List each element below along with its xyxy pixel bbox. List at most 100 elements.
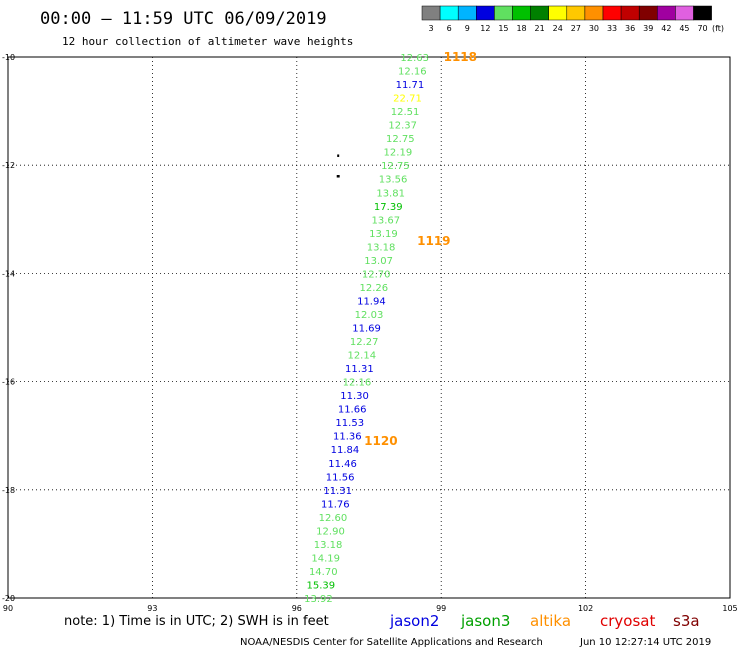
wave-height-value: 11.76: [321, 499, 350, 510]
wave-height-labels: 12.63 12.16 11.71 22.71 12.51 12.37 12.75 12.19…: [304, 53, 429, 605]
wave-height-value: 11.53: [335, 418, 364, 429]
scale-label-33: 33: [607, 24, 617, 33]
wave-height-value: 13.18: [367, 242, 396, 253]
wave-height-value: 12.27: [350, 337, 379, 348]
scale-label-24: 24: [553, 24, 563, 33]
y-tick-label--12: -12: [2, 161, 15, 170]
footer-note: note: 1) Time is in UTC; 2) SWH is in fe…: [64, 614, 329, 629]
wave-height-value: 17.39: [374, 202, 403, 213]
scale-swatch-27: [566, 5, 586, 21]
wave-height-value: 13.81: [376, 188, 405, 199]
scale-label-15: 15: [498, 24, 508, 33]
scale-label-9: 9: [465, 24, 470, 33]
time-label-1120: 1120: [364, 434, 397, 448]
y-tick-label--10: -10: [2, 53, 15, 62]
satellite-legend-s3a: s3a: [673, 612, 700, 630]
plot-frame: [7, 56, 731, 599]
wave-height-value: 11.46: [328, 459, 357, 470]
x-tick-label-105: 105: [722, 604, 737, 613]
scale-label-12: 12: [480, 24, 490, 33]
scale-label-27: 27: [571, 24, 581, 33]
x-axis-ticks: 90 93 96 99 102 105: [3, 604, 738, 613]
wave-height-value: 13.67: [372, 215, 401, 226]
time-label-1119: 1119: [417, 234, 450, 248]
grid-lines: [8, 57, 730, 598]
coast-mark: [337, 175, 340, 178]
wave-height-value: 11.30: [340, 391, 369, 402]
scale-label-39: 39: [643, 24, 653, 33]
footer-credit: NOAA/NESDIS Center for Satellite Applica…: [240, 637, 543, 648]
wave-height-value: 22.71: [393, 94, 422, 105]
wave-height-value: 11.31: [323, 486, 352, 497]
scale-swatch-18: [512, 5, 531, 21]
wave-height-value: 12.90: [316, 526, 345, 537]
scale-swatch-3: [421, 5, 441, 21]
wave-height-value: 12.75: [386, 134, 415, 145]
scale-swatch-21: [530, 5, 549, 21]
coast-mark: [337, 154, 340, 157]
y-axis-ticks: -10 -12 -14 -16 -18 -20: [2, 53, 15, 603]
scale-swatch-24: [548, 5, 568, 21]
scale-swatch-42: [657, 5, 676, 21]
satellite-legend: jason2 jason3 altika cryosat s3a: [389, 612, 700, 630]
x-tick-label-96: 96: [292, 604, 302, 613]
wave-height-value: 13.92: [304, 594, 333, 605]
wave-height-value: 12.19: [384, 148, 413, 159]
chart-subtitle: 12 hour collection of altimeter wave hei…: [62, 35, 353, 48]
footer-timestamp: Jun 10 12:27:14 UTC 2019: [579, 637, 711, 648]
scale-swatch-15: [494, 5, 513, 21]
scale-label-30: 30: [589, 24, 599, 33]
x-tick-label-99: 99: [436, 604, 446, 613]
scale-label-70: 70: [697, 24, 707, 33]
satellite-legend-jason3: jason3: [460, 612, 510, 630]
wave-height-value: 13.19: [369, 229, 398, 240]
wave-height-value: 14.70: [309, 567, 338, 578]
wave-height-value: 14.19: [311, 553, 340, 564]
scale-swatch-30: [584, 5, 604, 21]
scale-swatch-6: [439, 5, 459, 21]
scale-label-45: 45: [679, 24, 689, 33]
wave-height-value: 13.07: [364, 256, 393, 267]
y-tick-label--14: -14: [2, 269, 15, 278]
time-labels: 1118 1119 1120: [364, 50, 477, 448]
x-tick-label-102: 102: [578, 604, 593, 613]
wave-height-value: 11.36: [333, 432, 362, 443]
scale-swatch-70: [693, 5, 712, 21]
wave-height-value: 12.16: [343, 378, 372, 389]
scale-label-36: 36: [625, 24, 635, 33]
wave-height-value: 12.60: [319, 513, 348, 524]
scale-swatch-36: [620, 5, 640, 21]
wave-height-value: 12.75: [381, 161, 410, 172]
plot-area: 90 93 96 99 102 105 -10-12-14-16-18-20 12.631…: [2, 50, 738, 613]
wave-height-value: 12.70: [362, 269, 391, 280]
wave-height-value: 11.69: [352, 324, 381, 335]
satellite-legend-jason2: jason2: [389, 612, 439, 630]
wave-height-value: 11.84: [331, 445, 360, 456]
wave-height-value: 13.18: [314, 540, 343, 551]
wave-height-value: 12.37: [388, 121, 417, 132]
x-tick-label-93: 93: [147, 604, 157, 613]
scale-swatch-9: [457, 5, 477, 21]
wave-height-color-scale: 3 6 9 12 15 18 21 24 27 30 33 36 39 42 45 70: [421, 5, 712, 33]
scale-label-42: 42: [661, 24, 671, 33]
wave-height-value: 11.66: [338, 405, 367, 416]
scale-swatch-12: [476, 5, 495, 21]
satellite-legend-cryosat: cryosat: [600, 612, 655, 630]
time-label-1118: 1118: [444, 50, 477, 64]
x-tick-label-90: 90: [3, 604, 13, 613]
wave-height-value: 11.71: [396, 80, 425, 91]
wave-height-value: 12.16: [398, 67, 427, 78]
scale-swatch-45: [675, 5, 694, 21]
wave-height-value: 12.26: [359, 283, 388, 294]
wave-height-value: 11.31: [345, 364, 374, 375]
wave-height-value: 13.56: [379, 175, 408, 186]
scale-label-18: 18: [516, 24, 526, 33]
scale-label-21: 21: [535, 24, 545, 33]
scale-label-3: 3: [429, 24, 434, 33]
scale-unit-label: (ft): [712, 24, 724, 33]
y-tick-label--16: -16: [2, 378, 15, 387]
y-tick-label--18: -18: [2, 486, 15, 495]
wave-height-value: 15.39: [307, 580, 336, 591]
chart-title: 00:00 – 11:59 UTC 06/09/2019: [40, 9, 327, 29]
